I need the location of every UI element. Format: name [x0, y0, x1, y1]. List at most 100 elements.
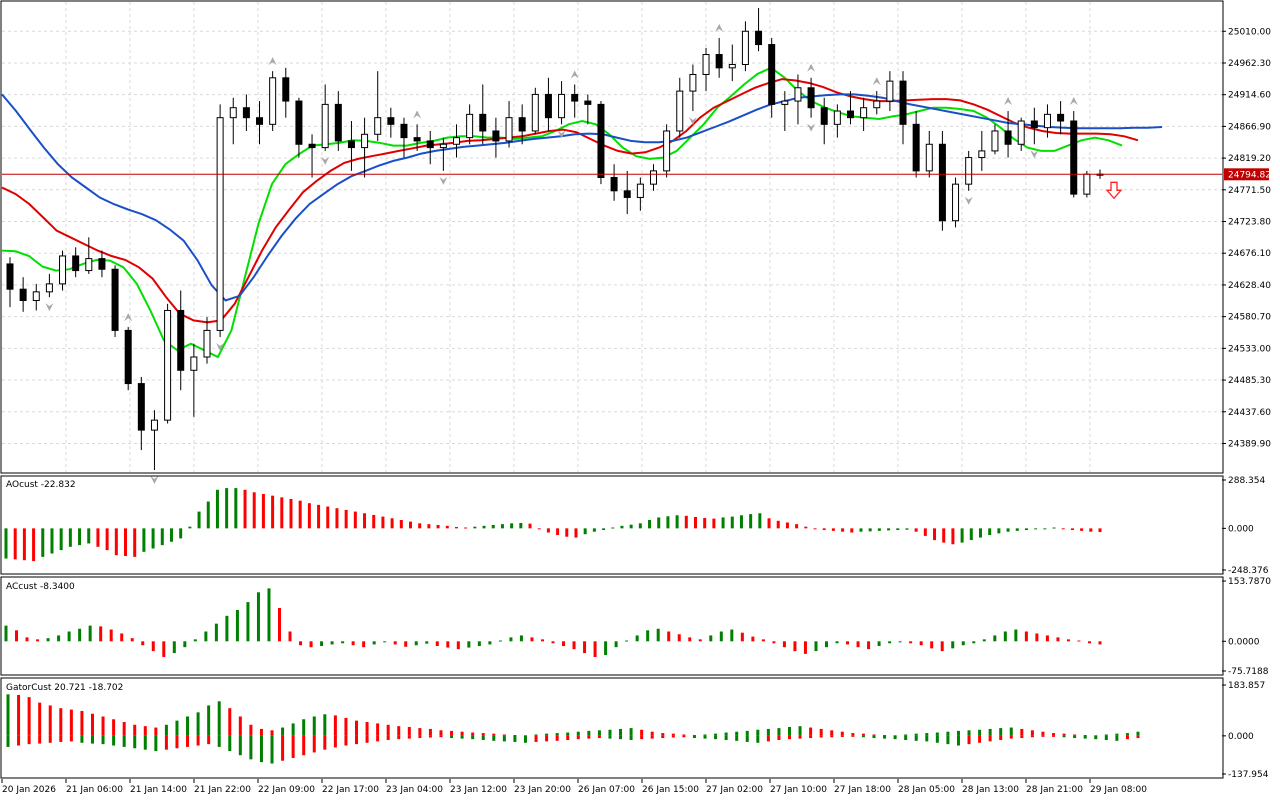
histogram-bar-down [141, 641, 145, 646]
histogram-bar-down [767, 518, 771, 529]
histogram-bar-up [206, 501, 210, 529]
candle-bear [518, 117, 526, 132]
histogram-bar-down [940, 641, 944, 652]
histogram-bar-down [850, 528, 854, 533]
gator-upper-bar [365, 722, 369, 736]
histogram-bar-up [188, 526, 192, 529]
histogram-bar-down [151, 641, 155, 652]
gator-tick-label: -137.954 [1228, 770, 1269, 780]
gator-panel[interactable]: GatorCust 20.721 -18.702 183.857 0.000 -13… [0, 677, 1269, 780]
gator-upper-bar [523, 735, 527, 737]
gator-upper-bar [988, 728, 992, 736]
histogram-bar-down [1066, 639, 1070, 642]
gator-upper-bar [1083, 735, 1087, 737]
gator-lower-bar [249, 735, 253, 760]
candle-bear [938, 143, 946, 222]
candle-bear [1004, 130, 1012, 145]
gator-lower-bar [851, 735, 855, 737]
histogram-bar-down [867, 641, 871, 650]
histogram-bar-up [169, 528, 173, 542]
indicator-tick-label: 0.000 [1228, 524, 1254, 534]
histogram-bar-down [562, 641, 566, 647]
histogram-bar-down [856, 641, 860, 648]
gator-upper-bar [1062, 733, 1066, 736]
histogram-bar-down [688, 637, 692, 642]
time-tick-label: 23 Jan 04:00 [386, 785, 443, 795]
histogram-bar-down [677, 634, 681, 642]
indicator-tick-label: 288.354 [1228, 476, 1265, 486]
histogram-bar-down [446, 641, 450, 648]
histogram-bar-down [803, 641, 807, 654]
histogram-bar-up [739, 515, 743, 529]
gator-upper-bar [545, 733, 549, 736]
gator-lower-bar [6, 735, 10, 747]
histogram-bar-up [905, 528, 909, 530]
candle-bull [505, 117, 513, 142]
candle-bull [321, 103, 329, 149]
candle-bull [531, 93, 539, 132]
ao-panel[interactable]: AOcust -22.832 288.354 0.000 -248.376 [0, 475, 1269, 576]
histogram-bar-down [703, 517, 707, 529]
gator-upper-bar [323, 714, 327, 736]
histogram-bar-down [307, 503, 311, 529]
candle-bear [413, 137, 421, 142]
histogram-bar-down [593, 641, 597, 657]
gator-upper-bar [186, 716, 190, 736]
candle-bull [952, 183, 960, 222]
gator-upper-bar [629, 728, 633, 736]
histogram-bar-up [330, 641, 334, 645]
fractal-up-icon [1069, 97, 1078, 106]
candle-bull [203, 329, 211, 358]
gator-upper-bar [555, 733, 559, 736]
candle-bear [282, 77, 290, 102]
gator-lower-bar [619, 735, 623, 740]
histogram-bar-up [675, 515, 679, 529]
gator-lower-bar [323, 735, 327, 750]
gator-lower-bar [439, 735, 443, 738]
histogram-bar-down [317, 504, 321, 529]
histogram-bar-down [381, 516, 385, 529]
histogram-bar-up [602, 528, 606, 531]
fractal-up-icon [124, 313, 133, 322]
sell-signal-arrow [1105, 181, 1123, 200]
gator-lower-bar [386, 735, 390, 740]
gator-upper-bar [238, 716, 242, 736]
gator-lower-bar [481, 735, 485, 740]
candle-bull [216, 117, 224, 331]
gator-lower-bar [671, 735, 675, 738]
gator-lower-bar [407, 735, 411, 739]
price-panel[interactable]: 25010.00 24962.30 24914.60 24866.90 24819.20… [0, 0, 1271, 484]
gator-upper-bar [344, 717, 348, 736]
histogram-bar-up [709, 635, 713, 642]
candle-bull [965, 157, 973, 185]
histogram-bar-down [120, 633, 124, 642]
gator-upper-bar [69, 709, 73, 736]
histogram-bar-down [1061, 528, 1065, 530]
candle-bull [466, 113, 474, 139]
histogram-bar-up [1006, 528, 1010, 532]
fractal-down-icon [807, 123, 816, 132]
gator-lower-bar [629, 735, 633, 740]
gator-upper-bar [946, 731, 950, 736]
ac-panel[interactable]: ACcust -8.3400 153.7870 0.0000 -75.7188 [0, 576, 1271, 677]
gator-lower-bar [1073, 735, 1077, 739]
histogram-bar-up [204, 631, 208, 642]
histogram-bar-up [482, 525, 486, 529]
gator-upper-bar [259, 728, 263, 736]
gator-lower-bar [1125, 735, 1129, 740]
gator-upper-bar [756, 729, 760, 736]
gator-upper-bar [608, 729, 612, 736]
gator-upper-bar [1136, 731, 1140, 736]
histogram-bar-up [50, 528, 54, 554]
gator-lower-bar [513, 735, 517, 742]
price-tick-label: 24914.60 [1228, 91, 1271, 101]
price-tick-label: 24962.30 [1228, 59, 1271, 69]
candle-bear [715, 54, 723, 69]
histogram-bar-down [572, 641, 576, 650]
histogram-bar-down [435, 641, 439, 647]
candle-bull [833, 110, 841, 125]
candle-bull [689, 73, 697, 92]
candle-bull [269, 77, 277, 125]
gator-upper-bar [407, 726, 411, 736]
